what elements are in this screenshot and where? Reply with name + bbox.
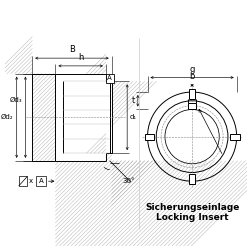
Text: x: x <box>29 178 33 184</box>
Bar <box>144 134 154 140</box>
Bar <box>230 134 239 140</box>
Text: h: h <box>78 53 83 62</box>
Text: Sicherungseinlage: Sicherungseinlage <box>145 203 239 212</box>
Text: Locking Insert: Locking Insert <box>156 212 228 222</box>
Bar <box>36 176 46 186</box>
Text: Ød₂: Ød₂ <box>1 114 14 120</box>
Text: b: b <box>190 72 195 82</box>
Text: A: A <box>38 178 43 184</box>
Text: 30°: 30° <box>122 178 135 184</box>
Text: t: t <box>132 96 135 105</box>
Bar <box>189 174 195 184</box>
Bar <box>19 176 27 186</box>
Text: Ød₃: Ød₃ <box>10 97 22 103</box>
Bar <box>189 89 195 99</box>
Text: B: B <box>69 45 75 54</box>
Text: A: A <box>107 76 112 82</box>
Bar <box>188 103 196 110</box>
Text: d₁: d₁ <box>130 114 137 120</box>
Text: g: g <box>190 65 195 74</box>
